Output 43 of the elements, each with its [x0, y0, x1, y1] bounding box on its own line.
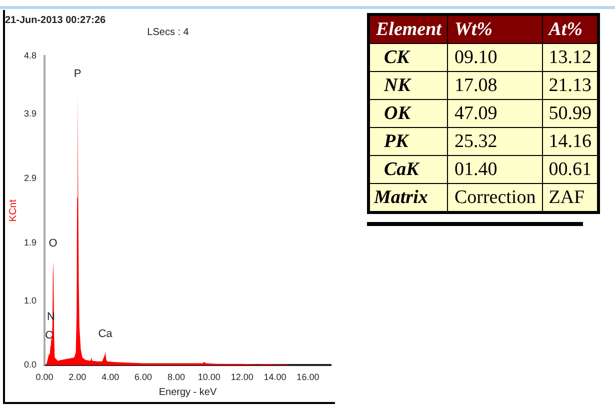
- x-tick-label: 16.00: [296, 372, 320, 382]
- x-tick-label: 4.00: [102, 372, 120, 382]
- text: 00.61: [548, 158, 592, 180]
- x-tick-label: 2.00: [68, 372, 86, 382]
- text: ZAF: [548, 186, 585, 208]
- x-tick-label: 14.00: [264, 372, 286, 382]
- text: 14.16: [548, 130, 592, 152]
- text: 25.32: [454, 130, 498, 152]
- chart-subtitle: LSecs : 4: [147, 26, 190, 38]
- x-tick-label: 8.00: [167, 372, 185, 382]
- y-tick-label: 4.8: [24, 50, 37, 60]
- y-tick-label: 0.0: [24, 360, 37, 370]
- y-tick-label: 1.9: [24, 237, 37, 248]
- text: Correction: [454, 186, 536, 208]
- category-label: PK: [384, 130, 408, 152]
- x-axis-title: Energy - keV: [158, 386, 217, 398]
- text: 01.40: [454, 158, 498, 180]
- text: 50.99: [548, 102, 592, 124]
- x-tick-label: 12.00: [230, 372, 254, 382]
- category-label: Element: [368, 14, 448, 44]
- x-tick-label: 0.00: [36, 372, 54, 382]
- y-tick-label: 3.9: [24, 108, 37, 118]
- x-tick-label: 6.00: [134, 372, 152, 382]
- text: 47.09: [454, 102, 498, 124]
- y-axis-title: KCnt: [8, 199, 19, 222]
- annotation: O: [48, 237, 58, 250]
- text: 09.10: [454, 46, 498, 68]
- y-tick-label: 2.9: [24, 172, 37, 183]
- annotation: Ca: [98, 328, 114, 340]
- text: 21.13: [548, 74, 592, 96]
- y-tick-label: 1.0: [24, 295, 37, 306]
- text: 17.08: [454, 74, 498, 96]
- annotation: P: [74, 68, 82, 80]
- text: 13.12: [548, 46, 592, 68]
- x-tick-label: 10.00: [198, 372, 220, 382]
- category-label: OK: [384, 102, 410, 124]
- category-label: Wt%: [448, 14, 542, 44]
- category-label: CK: [384, 46, 410, 68]
- chart-title: 21-Jun-2013 00:27:26: [5, 14, 106, 26]
- category-label: At%: [542, 14, 599, 44]
- category-label: CaK: [384, 158, 419, 180]
- category-label: NK: [384, 74, 410, 96]
- category-label: Matrix: [374, 186, 428, 208]
